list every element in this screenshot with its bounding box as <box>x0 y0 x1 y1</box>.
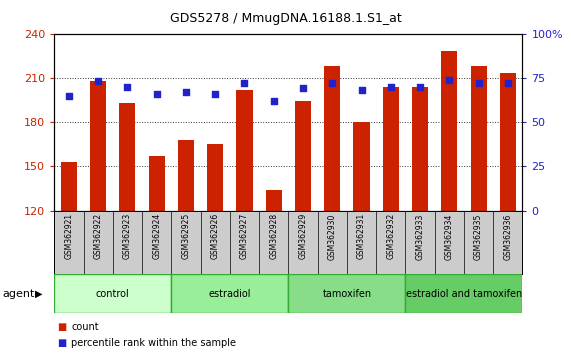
Text: estradiol and tamoxifen: estradiol and tamoxifen <box>406 289 522 299</box>
Text: GSM362935: GSM362935 <box>474 213 483 259</box>
Bar <box>405 274 522 313</box>
Text: agent: agent <box>3 289 35 299</box>
Text: ▶: ▶ <box>34 289 42 299</box>
Bar <box>471 66 486 211</box>
Text: GSM362922: GSM362922 <box>94 213 103 259</box>
Text: estradiol: estradiol <box>208 289 251 299</box>
Bar <box>207 144 223 211</box>
Text: percentile rank within the sample: percentile rank within the sample <box>71 338 236 348</box>
Text: GSM362929: GSM362929 <box>299 213 308 259</box>
Bar <box>171 274 288 313</box>
Text: control: control <box>96 289 130 299</box>
Bar <box>295 102 311 211</box>
Point <box>416 84 425 90</box>
Text: GSM362932: GSM362932 <box>386 213 395 259</box>
Text: GSM362924: GSM362924 <box>152 213 161 259</box>
Bar <box>119 103 135 211</box>
Text: GSM362926: GSM362926 <box>211 213 220 259</box>
Bar <box>61 162 77 211</box>
Bar <box>288 274 405 313</box>
Bar <box>412 87 428 211</box>
Text: ■: ■ <box>57 338 66 348</box>
Bar <box>353 122 369 211</box>
Text: GSM362927: GSM362927 <box>240 213 249 259</box>
Text: GSM362928: GSM362928 <box>269 213 278 259</box>
Text: GDS5278 / MmugDNA.16188.1.S1_at: GDS5278 / MmugDNA.16188.1.S1_at <box>170 12 401 25</box>
Text: GSM362931: GSM362931 <box>357 213 366 259</box>
Text: GSM362921: GSM362921 <box>65 213 74 259</box>
Bar <box>236 90 252 211</box>
Point <box>445 77 454 82</box>
Point <box>328 80 337 86</box>
Bar <box>324 66 340 211</box>
Point <box>299 86 308 91</box>
Bar <box>90 81 106 211</box>
Bar <box>500 73 516 211</box>
Point <box>65 93 74 98</box>
Text: GSM362933: GSM362933 <box>416 213 425 259</box>
Text: GSM362923: GSM362923 <box>123 213 132 259</box>
Text: GSM362936: GSM362936 <box>503 213 512 259</box>
Bar <box>178 140 194 211</box>
Bar <box>54 274 171 313</box>
Point <box>357 87 366 93</box>
Bar <box>441 51 457 211</box>
Bar <box>148 156 164 211</box>
Text: count: count <box>71 322 99 332</box>
Point <box>152 91 161 97</box>
Point <box>503 80 512 86</box>
Text: GSM362934: GSM362934 <box>445 213 454 259</box>
Point <box>474 80 483 86</box>
Text: ■: ■ <box>57 322 66 332</box>
Text: GSM362925: GSM362925 <box>182 213 191 259</box>
Point <box>386 84 395 90</box>
Bar <box>266 190 282 211</box>
Point <box>240 80 249 86</box>
Text: GSM362930: GSM362930 <box>328 213 337 259</box>
Point <box>94 79 103 84</box>
Bar <box>383 87 399 211</box>
Point <box>123 84 132 90</box>
Point <box>269 98 278 104</box>
Text: tamoxifen: tamoxifen <box>322 289 372 299</box>
Point <box>211 91 220 97</box>
Point <box>182 89 191 95</box>
